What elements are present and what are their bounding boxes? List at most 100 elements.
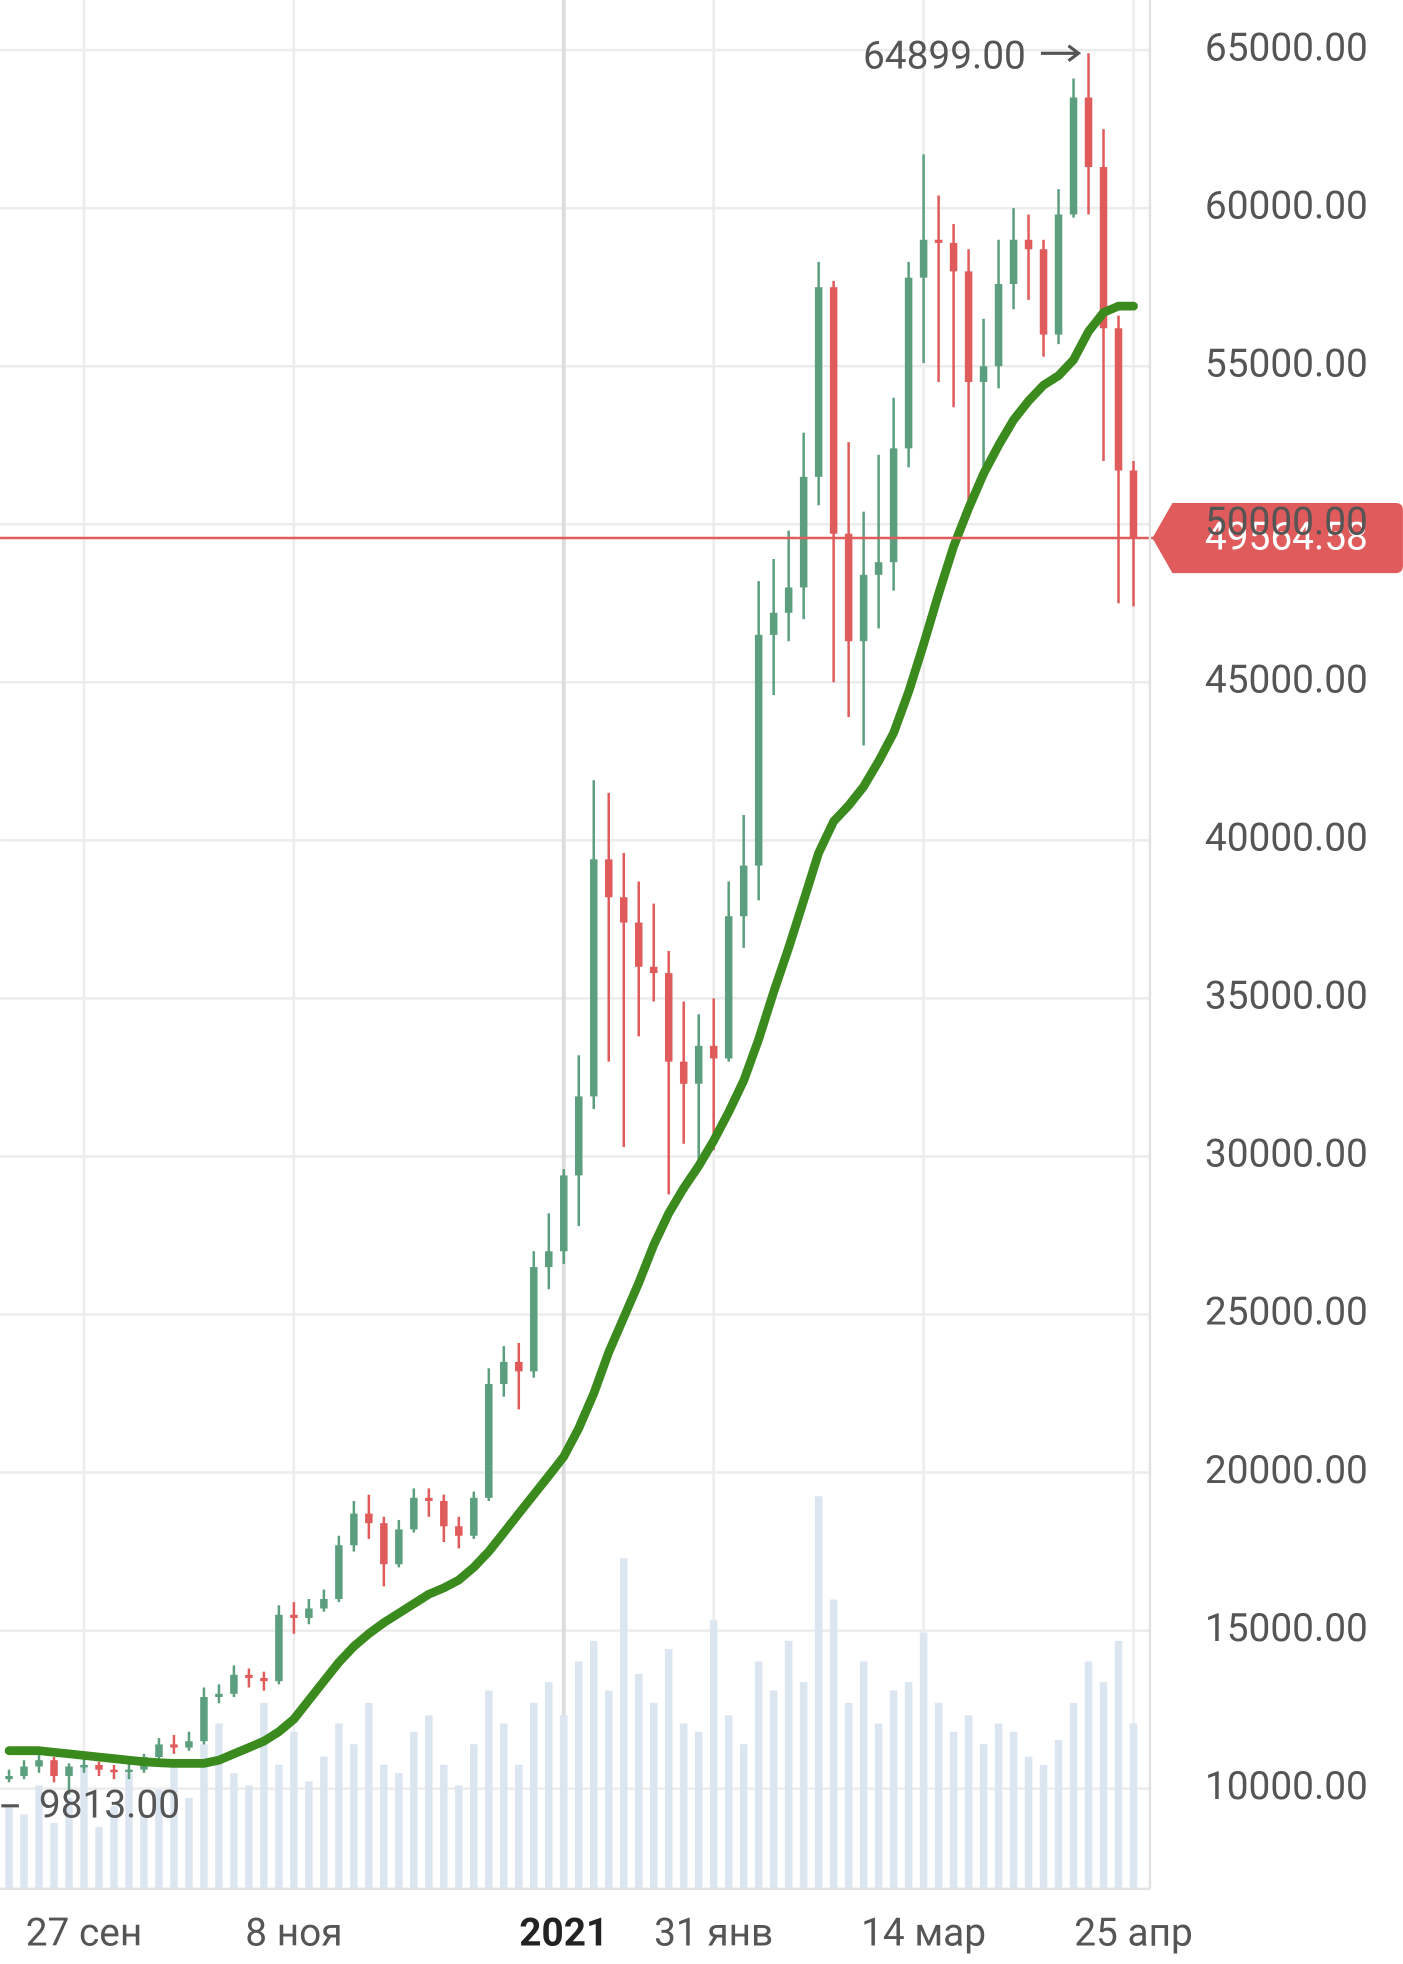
volume-bar <box>679 1723 688 1889</box>
y-tick-label: 30000.00 <box>1205 1132 1368 1177</box>
volume-bar <box>80 1764 88 1889</box>
volume-bar <box>694 1731 703 1889</box>
volume-bar <box>1084 1661 1093 1889</box>
volume-bar <box>290 1731 298 1889</box>
last-price-label: 49564.58 <box>1205 515 1368 560</box>
candle-body <box>125 1769 133 1773</box>
candle-body <box>365 1513 373 1524</box>
volume-bar <box>350 1744 358 1889</box>
candle-body <box>829 287 838 534</box>
volume-bar <box>964 1715 973 1889</box>
candle-body <box>1024 239 1033 250</box>
volume-bar <box>200 1744 208 1889</box>
volume-bar <box>575 1661 583 1889</box>
candle-body <box>200 1696 208 1742</box>
last-price-tag <box>1152 502 1403 574</box>
volume-bar <box>799 1682 808 1889</box>
volume-bar <box>530 1702 538 1889</box>
candle-body <box>470 1497 478 1536</box>
candle-body <box>724 916 733 1059</box>
candle-body <box>949 242 958 272</box>
volume-bar <box>829 1599 838 1889</box>
candle-body <box>95 1764 103 1770</box>
volume-bar <box>335 1723 343 1889</box>
candle-body <box>589 859 598 1097</box>
candle-body <box>889 448 898 563</box>
candle-body <box>739 865 748 917</box>
candle-body <box>1054 214 1063 335</box>
max-annotation: 64899.00 <box>863 34 1026 79</box>
volume-bar <box>919 1632 928 1889</box>
volume-bar <box>380 1764 388 1889</box>
candle-body <box>170 1744 178 1748</box>
y-tick-label: 20000.00 <box>1205 1448 1368 1493</box>
candle-body <box>245 1674 253 1679</box>
volume-bar <box>455 1785 463 1889</box>
volume-bar <box>440 1764 448 1889</box>
candle-body <box>844 533 853 642</box>
volume-bar <box>50 1822 58 1889</box>
candle-body <box>560 1175 568 1252</box>
candle-body <box>934 239 943 243</box>
candle-body <box>979 366 988 383</box>
candle-body <box>1129 470 1138 539</box>
candle-body <box>215 1693 223 1697</box>
x-tick-label: 31 янв <box>654 1910 773 1955</box>
candle-body <box>649 966 658 974</box>
y-tick-label: 15000.00 <box>1205 1606 1368 1651</box>
y-tick-label: 25000.00 <box>1205 1290 1368 1335</box>
volume-bar <box>170 1764 178 1889</box>
volume-bar <box>979 1744 988 1889</box>
volume-bar <box>844 1702 853 1889</box>
volume-layer <box>5 1496 1138 1889</box>
candle-body <box>5 1775 13 1780</box>
candle-body <box>500 1361 508 1385</box>
volume-bar <box>320 1756 328 1889</box>
candle-body <box>350 1513 358 1546</box>
y-tick-label: 45000.00 <box>1205 658 1368 703</box>
candle-body <box>35 1760 43 1767</box>
candle-body <box>814 287 823 477</box>
volume-bar <box>260 1702 268 1889</box>
x-tick-label: 14 мар <box>861 1910 986 1955</box>
volume-bar <box>784 1640 793 1889</box>
candle-body <box>1009 239 1018 285</box>
candle-body <box>320 1598 328 1609</box>
candle-body <box>230 1674 238 1694</box>
volume-bar <box>934 1702 943 1889</box>
volume-bar <box>889 1690 898 1889</box>
candle-body <box>335 1545 343 1599</box>
volume-bar <box>664 1649 673 1889</box>
volume-bar <box>1024 1756 1033 1889</box>
candle-body <box>769 612 778 635</box>
candle-layer <box>5 53 1138 1795</box>
candle-body <box>964 271 973 383</box>
candle-body <box>709 1045 718 1059</box>
volume-bar <box>769 1690 778 1889</box>
candle-body <box>440 1500 448 1527</box>
candle-body <box>545 1251 553 1268</box>
y-tick-label: 60000.00 <box>1205 183 1368 228</box>
candle-body <box>275 1614 283 1682</box>
candle-body <box>784 587 793 613</box>
candle-body <box>380 1523 388 1565</box>
y-tick-label: 35000.00 <box>1205 974 1368 1019</box>
volume-bar <box>859 1661 868 1889</box>
volume-bar <box>305 1781 313 1889</box>
x-tick-label: 8 ноя <box>245 1910 342 1955</box>
candle-body <box>1114 328 1123 471</box>
x-tick-label: 27 сен <box>26 1910 143 1955</box>
volume-bar <box>739 1744 748 1889</box>
candle-body <box>694 1045 703 1084</box>
candle-body <box>634 922 643 967</box>
volume-bar <box>589 1640 598 1889</box>
volume-bar <box>140 1814 148 1889</box>
volume-bar <box>215 1723 223 1889</box>
volume-bar <box>619 1558 628 1889</box>
volume-bar <box>125 1773 133 1889</box>
candle-body <box>919 239 928 278</box>
volume-bar <box>709 1620 718 1889</box>
y-tick-label: 40000.00 <box>1205 816 1368 861</box>
